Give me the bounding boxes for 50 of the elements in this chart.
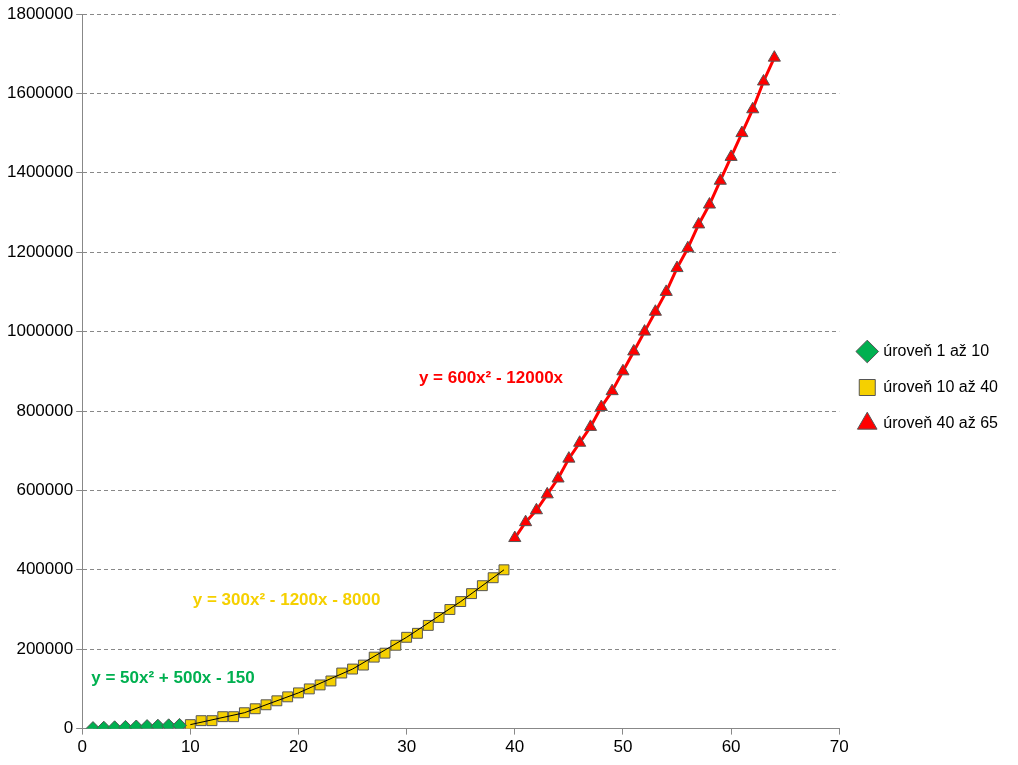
y-tick-label: 600000 <box>16 480 74 500</box>
point <box>519 514 533 527</box>
x-tick-label: 50 <box>613 737 633 757</box>
point <box>702 197 717 209</box>
annotation: y = 50x² + 500x - 150 <box>91 668 255 688</box>
x-tick-label: 0 <box>77 737 87 757</box>
x-tick-label: 60 <box>721 737 741 757</box>
point <box>529 502 543 515</box>
point <box>724 149 738 161</box>
point <box>692 216 706 229</box>
point <box>659 284 673 296</box>
point <box>551 470 565 483</box>
point <box>562 451 576 463</box>
point <box>648 304 662 316</box>
y-tick-label: 1800000 <box>6 3 74 23</box>
point <box>670 260 684 273</box>
point <box>627 343 641 356</box>
point <box>767 50 781 62</box>
legend-label: úroveň 10 až 40 <box>883 377 999 395</box>
x-tick-label: 20 <box>289 737 308 757</box>
legend-label: úroveň 1 až 10 <box>883 341 990 359</box>
y-tick-label: 1200000 <box>6 241 74 261</box>
y-tick-label: 1400000 <box>6 162 74 182</box>
point <box>508 530 522 543</box>
point <box>605 383 619 396</box>
y-tick-label: 200000 <box>16 638 74 658</box>
point <box>540 486 554 499</box>
y-tick-label: 800000 <box>16 400 74 420</box>
annotation: y = 600x² - 12000x <box>418 368 564 388</box>
x-tick-label: 70 <box>829 737 849 757</box>
legend-label: úroveň 40 až 65 <box>883 413 999 431</box>
point <box>573 435 587 447</box>
point <box>756 73 771 86</box>
point <box>713 173 727 185</box>
point <box>746 101 760 114</box>
x-tick-label: 10 <box>180 737 200 757</box>
point <box>498 564 510 576</box>
y-tick-label: 0 <box>63 718 74 738</box>
point <box>583 419 598 431</box>
y-tick-label: 400000 <box>16 559 74 579</box>
point <box>616 363 630 376</box>
point <box>594 399 608 412</box>
y-tick-label: 1600000 <box>6 83 74 103</box>
point <box>638 324 652 336</box>
point <box>681 240 695 253</box>
point <box>735 125 749 138</box>
x-tick-label: 40 <box>505 737 525 757</box>
x-tick-label: 30 <box>397 737 417 757</box>
y-tick-label: 1000000 <box>6 321 74 341</box>
annotation: y = 300x² - 1200x - 8000 <box>192 589 381 609</box>
